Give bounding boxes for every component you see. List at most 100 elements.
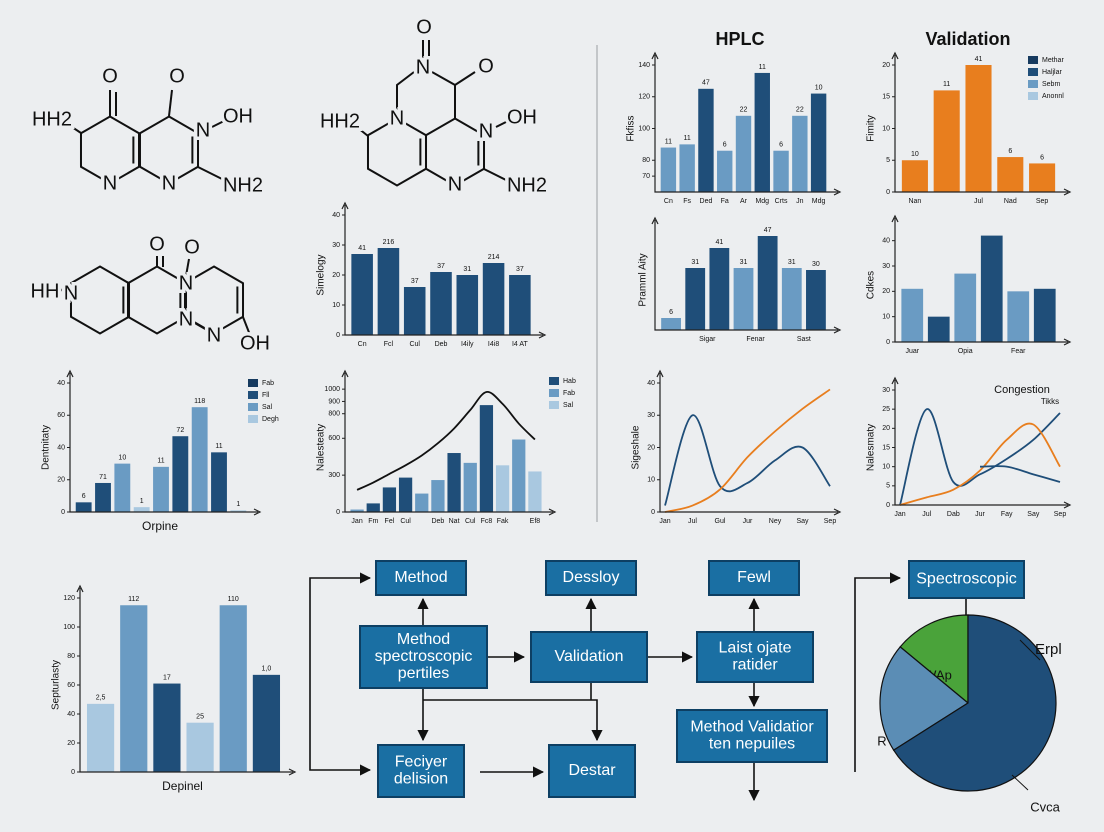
y-tick-label: 10 xyxy=(882,464,890,471)
bar-annotation: 2,5 xyxy=(96,695,106,702)
bond xyxy=(357,127,369,137)
x-tick-label: Fs xyxy=(683,198,691,205)
axis-arrow xyxy=(1063,338,1072,346)
bar xyxy=(351,254,373,335)
y-axis-label: Nalesteaty xyxy=(316,424,327,471)
y-tick-label: 40 xyxy=(647,380,655,387)
axis-arrow xyxy=(891,51,899,60)
y-tick-label: 0 xyxy=(886,502,890,509)
bar xyxy=(735,115,752,192)
legend-label: Haljlar xyxy=(1042,69,1063,76)
x-tick-label: Cul xyxy=(409,341,420,348)
flow-node-label: Method xyxy=(394,569,447,586)
flow-node-label: Destar xyxy=(568,762,616,779)
y-tick-label: 100 xyxy=(63,624,75,631)
bar xyxy=(901,160,928,192)
bar-value: 30 xyxy=(812,261,820,268)
bar xyxy=(377,248,400,335)
y-tick-label: 100 xyxy=(638,125,650,132)
y-tick-label: 10 xyxy=(332,302,340,309)
bar-annotation: 1 xyxy=(140,498,144,505)
x-tick-label: Cn xyxy=(358,341,367,348)
axis xyxy=(659,373,838,513)
y-tick-label: 40 xyxy=(67,711,75,718)
axis-arrow xyxy=(66,369,74,378)
axis xyxy=(654,220,838,331)
bar xyxy=(965,65,992,192)
series-line xyxy=(899,422,1061,506)
bar-annotation: 6 xyxy=(1040,154,1044,161)
bar xyxy=(350,509,364,512)
bar xyxy=(954,273,977,342)
axis-arrow xyxy=(833,508,842,516)
x-tick-label: Deb xyxy=(435,341,448,348)
bar-annotation: 10 xyxy=(815,84,823,91)
y-tick-label: 0 xyxy=(651,509,655,516)
axis-arrow xyxy=(538,331,547,339)
y-tick-label: 20 xyxy=(67,740,75,747)
bar-value: 31 xyxy=(740,259,748,266)
x-tick-label: Fcl xyxy=(384,341,394,348)
flow-arrows xyxy=(309,572,972,802)
atom-label: N xyxy=(196,119,210,141)
bar-annotation: 71 xyxy=(99,474,107,481)
bar-annotation: 10 xyxy=(118,454,126,461)
x-tick-label: Mdg xyxy=(812,198,826,205)
y-tick-label: 0 xyxy=(336,509,340,516)
y-tick-label: 40 xyxy=(882,238,890,245)
bar-annotation: 11 xyxy=(157,458,164,465)
bar-annotation: 216 xyxy=(383,239,395,246)
bar xyxy=(781,268,802,330)
legend-swatch xyxy=(248,391,258,399)
axis xyxy=(654,55,838,193)
bar xyxy=(661,318,681,330)
y-tick-label: 0 xyxy=(336,332,340,339)
bar-value: 47 xyxy=(764,227,772,234)
y-tick-label: 120 xyxy=(63,595,75,602)
bar xyxy=(415,493,429,512)
x-tick-label: Opia xyxy=(958,348,973,355)
x-axis-label: Orpine xyxy=(142,519,178,533)
bar xyxy=(95,482,111,512)
axis-arrow xyxy=(1063,188,1072,196)
y-tick-label: 70 xyxy=(642,173,650,180)
atom-label: N xyxy=(448,173,462,195)
y-axis-label: Nalesmaty xyxy=(866,424,877,471)
bar-annotation: 214 xyxy=(488,254,500,261)
bar xyxy=(153,466,169,512)
flow-node xyxy=(676,709,828,763)
bar-annotation: 41 xyxy=(975,56,983,63)
bar xyxy=(463,462,477,512)
bond xyxy=(168,89,173,117)
legend-label: Sal xyxy=(262,404,273,411)
pie-slice xyxy=(879,646,970,751)
x-tick-label: Sep xyxy=(1054,511,1067,518)
flow-node xyxy=(696,631,814,683)
y-tick-label: 80 xyxy=(642,157,650,164)
ring xyxy=(69,265,131,335)
y-tick-label: 20 xyxy=(882,425,890,432)
bar-annotation: 47 xyxy=(702,80,710,87)
atom-label: O xyxy=(478,55,494,77)
axis-arrow xyxy=(341,369,349,378)
legend-label: Sal xyxy=(563,402,574,409)
legend-swatch xyxy=(248,403,258,411)
x-tick-label: Sep xyxy=(824,518,837,525)
x-tick-label: Crts xyxy=(775,198,788,205)
series-line xyxy=(664,414,831,506)
y-tick-label: 0 xyxy=(886,339,890,346)
pie-annotation: Erpl xyxy=(1035,641,1062,658)
x-tick-label: Ef8 xyxy=(530,518,541,525)
y-axis-label: Fkfiss xyxy=(626,115,637,141)
bar-annotation: 11 xyxy=(684,135,691,142)
bar xyxy=(403,287,426,335)
legend-label: Degh xyxy=(262,416,279,423)
bar xyxy=(172,436,189,512)
flow-node-label: Fewl xyxy=(737,569,771,586)
bar-value: 6 xyxy=(669,309,673,316)
bar-annotation: 6 xyxy=(779,142,783,149)
flow-node-label: Spectroscopic xyxy=(916,571,1017,588)
y-tick-label: 40 xyxy=(57,380,65,387)
bar xyxy=(230,510,247,512)
